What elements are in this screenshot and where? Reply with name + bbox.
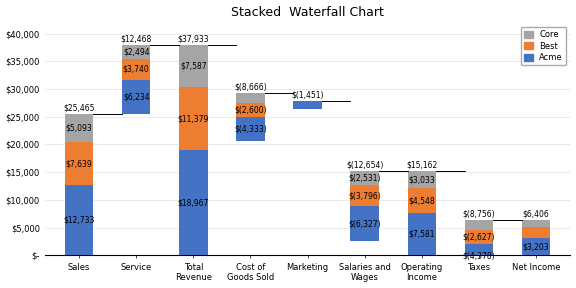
Text: $3,740: $3,740 — [123, 65, 150, 74]
Bar — [350, 171, 379, 185]
Bar — [179, 45, 207, 87]
Text: $(1,451): $(1,451) — [291, 90, 324, 99]
Text: $7,587: $7,587 — [180, 62, 207, 71]
Bar — [408, 171, 436, 188]
Text: $(4,378): $(4,378) — [463, 252, 495, 261]
Text: $37,933: $37,933 — [177, 34, 209, 43]
Bar — [236, 93, 265, 103]
Bar — [408, 188, 436, 213]
Bar — [179, 87, 207, 150]
Bar — [465, 230, 493, 244]
Bar — [465, 244, 493, 268]
Text: $5,093: $5,093 — [66, 124, 93, 133]
Bar — [65, 185, 93, 255]
Bar — [179, 150, 207, 255]
Text: $(2,627): $(2,627) — [463, 232, 495, 241]
Bar — [350, 206, 379, 242]
Bar — [122, 45, 150, 59]
Bar — [236, 103, 265, 117]
Bar — [122, 59, 150, 79]
Text: $(12,654): $(12,654) — [346, 161, 384, 170]
Bar — [65, 114, 93, 143]
Bar — [408, 213, 436, 255]
Text: $(2,531): $(2,531) — [348, 174, 381, 183]
Title: Stacked  Waterfall Chart: Stacked Waterfall Chart — [231, 5, 384, 18]
Text: $18,967: $18,967 — [177, 198, 209, 207]
Bar — [522, 220, 551, 227]
Legend: Core, Best, Acme: Core, Best, Acme — [521, 27, 566, 65]
Bar — [350, 185, 379, 206]
Text: $2,494: $2,494 — [123, 48, 150, 56]
Text: $4,548: $4,548 — [408, 196, 435, 205]
Text: $(3,796): $(3,796) — [348, 192, 381, 200]
Text: $7,639: $7,639 — [66, 159, 93, 168]
Text: $25,465: $25,465 — [63, 103, 95, 113]
Text: $(6,327): $(6,327) — [348, 219, 381, 228]
Text: $6,406: $6,406 — [523, 209, 550, 218]
Bar — [65, 143, 93, 185]
Text: $12,733: $12,733 — [63, 216, 95, 225]
Bar — [522, 238, 551, 255]
Text: $(8,756): $(8,756) — [463, 209, 495, 218]
Text: $3,033: $3,033 — [408, 175, 435, 184]
Text: $11,379: $11,379 — [177, 114, 209, 123]
Bar — [236, 117, 265, 141]
Text: $7,581: $7,581 — [408, 230, 435, 239]
Text: $(8,666): $(8,666) — [234, 82, 267, 92]
Bar — [465, 220, 493, 230]
Text: $15,162: $15,162 — [406, 161, 438, 170]
Text: $(4,333): $(4,333) — [234, 125, 267, 134]
Bar — [522, 227, 551, 238]
Text: $12,468: $12,468 — [120, 34, 152, 43]
Text: $(2,600): $(2,600) — [234, 105, 267, 114]
Bar — [293, 101, 322, 109]
Text: $3,203: $3,203 — [523, 242, 550, 251]
Text: $6,234: $6,234 — [123, 92, 150, 101]
Bar — [122, 79, 150, 114]
